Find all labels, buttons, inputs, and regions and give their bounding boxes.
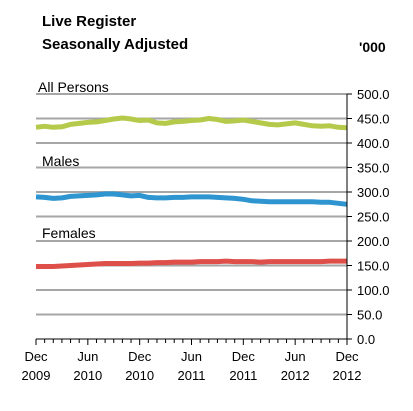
y-tick-label: 450.0 [357,112,390,127]
x-tick-label-year: 2012 [281,368,310,383]
chart-title-line-1: Live Register [42,13,136,30]
y-tick-label: 150.0 [357,259,390,274]
x-tick-label-month: Dec [335,349,359,364]
x-tick-label-month: Dec [232,349,256,364]
y-tick-label: 50.0 [357,308,382,323]
y-tick-label: 400.0 [357,136,390,151]
x-tick-label-month: Jun [77,349,98,364]
x-tick-label-month: Dec [24,349,48,364]
y-tick-label: 350.0 [357,161,390,176]
x-axis: Dec 2009 Jun 2010 Dec 2010 Jun 2011 Dec 2011 Jun 20… [22,338,362,383]
x-tick-label-year: 2010 [125,368,154,383]
x-tick-label-month: Dec [128,349,152,364]
chart-title-line-2: Seasonally Adjusted [42,36,188,53]
x-tick-label-year: 2009 [22,368,51,383]
series-label-females: Females [42,225,96,241]
series-line-females [36,258,347,269]
series-label-all-persons: All Persons [38,79,109,95]
y-axis: 0.0 50.0 100.0 150.0 200.0 250.0 300.0 350.0 400… [346,87,390,347]
series-line-males [35,191,348,207]
y-tick-label: 100.0 [357,283,390,298]
y-tick-label: 250.0 [357,210,390,225]
series-line-all-persons [35,115,348,131]
series-label-males: Males [42,153,79,169]
series-lines [35,115,348,269]
y-tick-label: 0.0 [357,332,375,347]
x-tick-label-month: Jun [285,349,306,364]
x-tick-label-month: Jun [181,349,202,364]
x-tick-label-year: 2011 [229,368,257,383]
chart-text: All Persons Males Females Live Register Seas… [38,13,386,241]
unit-label: '000 [359,39,386,55]
y-tick-label: 200.0 [357,234,390,249]
x-tick-label-year: 2012 [333,368,362,383]
y-tick-label: 500.0 [357,87,390,102]
y-tick-label: 300.0 [357,185,390,200]
x-tick-label-year: 2011 [178,368,206,383]
x-tick-label-year: 2010 [73,368,102,383]
